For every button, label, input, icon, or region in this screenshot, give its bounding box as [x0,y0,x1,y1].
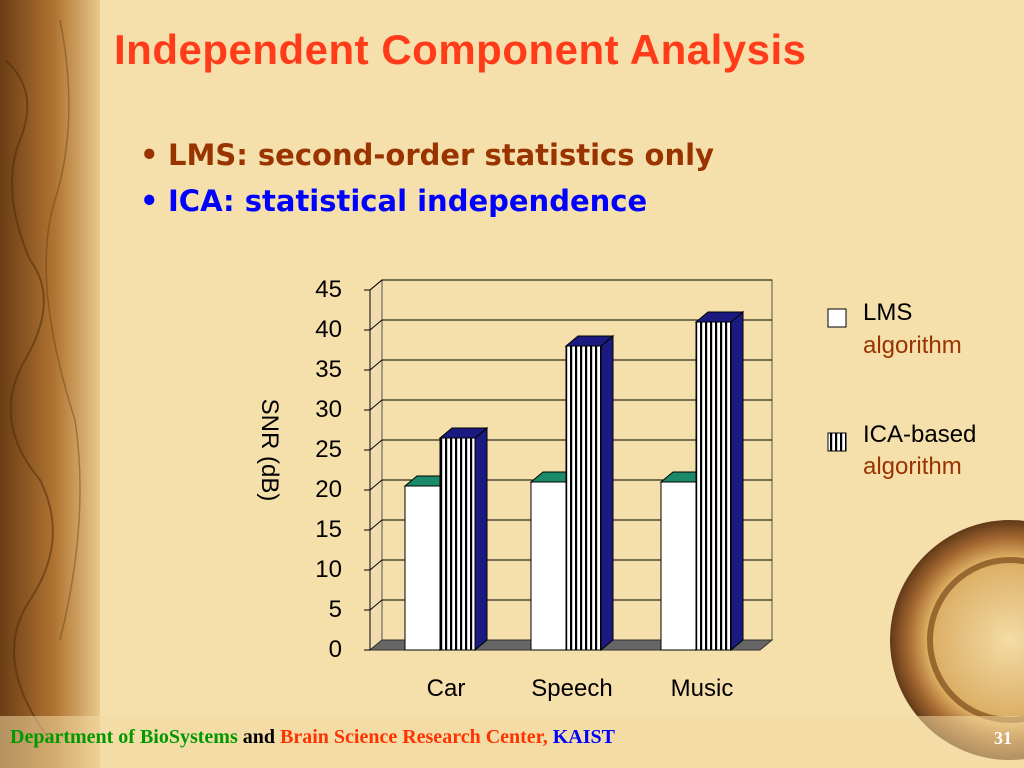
snr-bar-chart: 0 5 10 15 20 25 30 35 40 45 Car Speech Music SNR (d… [256,276,976,702]
bullet-text-lms: LMS: second-order statistics only [168,138,714,172]
bar-side [730,310,744,652]
gridline-side [369,399,383,411]
y-tick-label: 40 [315,316,342,343]
y-axis-ticks: 0 5 10 15 20 25 30 35 40 45 [315,276,370,663]
bar-face [530,481,567,651]
bar-face [695,321,732,651]
bar-face [404,485,441,651]
bullet-item-ica: • ICA: statistical independence [140,184,714,230]
bullet-dot: • [140,184,159,218]
legend-swatch-lms [827,308,847,328]
bar-face [660,481,697,651]
x-tick-label: Music [671,675,734,702]
gridline-side [369,279,383,291]
bullet-item-lms: • LMS: second-order statistics only [140,138,714,184]
y-tick-label: 35 [315,356,342,383]
legend-swatch-ica [827,432,847,452]
legend-label-ica-line2: algorithm [863,453,962,480]
footer-kaist: KAIST [547,726,615,748]
bar-ica-car [438,426,489,652]
legend-label-lms-line1: LMS [863,299,912,326]
x-tick-label: Car [427,675,466,702]
x-tick-label: Speech [531,675,612,702]
x-axis-labels: Car Speech Music [427,675,734,702]
gridline-side [369,599,383,611]
y-tick-label: 45 [315,276,342,303]
legend-label-ica-line1: ICA-based [863,421,976,448]
y-tick-label: 30 [315,396,342,423]
footer: Department of BioSystems and Brain Scien… [10,726,615,749]
gridline-side [369,439,383,451]
bar-face [439,437,476,651]
bar-face [565,345,602,651]
gridline-side [369,519,383,531]
gridline-side [369,559,383,571]
bullet-list: • LMS: second-order statistics only • ICA:… [140,138,714,230]
footer-department: Department of BioSystems [10,726,238,748]
y-tick-label: 0 [329,636,342,663]
gridline-side [369,319,383,331]
y-tick-label: 5 [329,596,342,623]
gridline-side [369,359,383,371]
bar-ica-speech [564,334,615,652]
y-tick-label: 20 [315,476,342,503]
bar-ica-music [694,310,745,652]
plot-side-wall [369,278,383,652]
y-tick-label: 10 [315,556,342,583]
footer-and: and [237,726,280,748]
legend-label-lms-line2: algorithm [863,332,962,359]
footer-center: Brain Science Research Center, [280,726,548,748]
y-axis-label: SNR (dB) [256,399,283,502]
gridline-side [369,479,383,491]
y-tick-label: 15 [315,516,342,543]
bar-side [474,426,488,652]
bar-side [600,334,614,652]
bars [403,310,745,652]
legend: LMS algorithm ICA-based algorithm [827,299,976,480]
bullet-dot: • [140,138,159,172]
slide-title: Independent Component Analysis [114,26,807,73]
bullet-text-ica: ICA: statistical independence [168,184,648,218]
y-tick-label: 25 [315,436,342,463]
page-number: 31 [994,728,1012,748]
